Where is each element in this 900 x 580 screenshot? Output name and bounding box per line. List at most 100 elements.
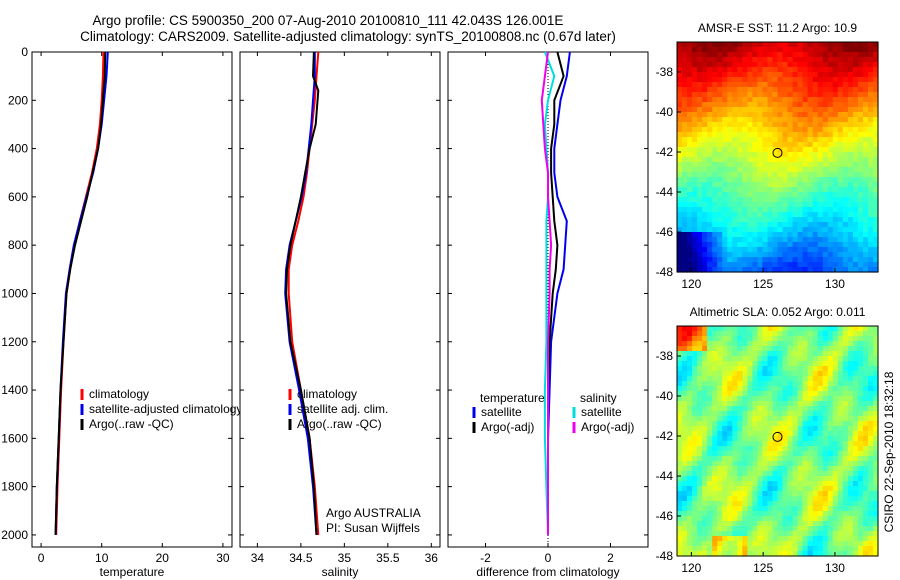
sst_map-cell: [827, 57, 834, 63]
sla_map-cell: [742, 476, 748, 482]
sst_map-cell: [687, 72, 693, 78]
sst_map-cell: [802, 267, 809, 273]
sst_map-cell: [873, 167, 879, 173]
sst_map-cell: [767, 127, 774, 133]
sst_map-cell: [812, 172, 819, 178]
sla_map-cell: [752, 406, 758, 412]
sst_map-cell: [827, 192, 834, 198]
sla_map-cell: [817, 421, 824, 427]
sla_map-cell: [747, 351, 753, 357]
sla_map-cell: [842, 326, 849, 332]
sla_map-cell: [812, 346, 819, 352]
sst_map-cell: [727, 77, 733, 83]
sla_map-cell: [862, 416, 869, 422]
sla_map-cell: [857, 346, 864, 352]
sst_map-cell: [712, 57, 718, 63]
sst_map-cell: [707, 42, 713, 48]
sla_map-cell: [722, 351, 728, 357]
sla_map-cell: [707, 456, 713, 462]
sla_map-cell: [832, 461, 839, 467]
sla_map-cell: [832, 551, 839, 557]
sst_map-cell: [687, 242, 693, 248]
sst_map-cell: [792, 202, 799, 208]
sla_map-cell: [752, 486, 758, 492]
sla_map-cell: [868, 431, 874, 437]
sst_map-cell: [817, 42, 824, 48]
sla_map-cell: [747, 496, 753, 502]
sla_map-cell: [682, 331, 688, 337]
sla_map-cell: [837, 431, 844, 437]
sst_map-cell: [847, 202, 854, 208]
sst_map-cell: [812, 107, 819, 113]
sla_map-cell: [837, 371, 844, 377]
sla_map-cell: [852, 546, 859, 552]
sla_map-cell: [857, 401, 864, 407]
sla_map-cell: [802, 331, 809, 337]
sla_map-cell: [868, 516, 874, 522]
sst_map-cell: [752, 247, 758, 253]
sla_map-cell: [787, 376, 794, 382]
sst_map-cell: [742, 162, 748, 168]
sst_map-cell: [737, 142, 743, 148]
sla_map-cell: [747, 366, 753, 372]
sla_map-cell: [762, 546, 768, 552]
sla_map-cell: [752, 491, 758, 497]
sla_map-cell: [817, 486, 824, 492]
sst_map-cell: [707, 182, 713, 188]
sst_map-cell: [727, 207, 733, 213]
sla_map-cell: [873, 356, 879, 362]
sst_map-cell: [687, 132, 693, 138]
sla_map-cell: [837, 401, 844, 407]
sst_map-cell: [812, 67, 819, 73]
sla_map-cell: [868, 351, 874, 357]
sla_map-cell: [767, 496, 774, 502]
sla_map-cell: [847, 476, 854, 482]
sla_map-cell: [752, 396, 758, 402]
sla_map-cell: [797, 536, 804, 542]
sst_map-cell: [772, 182, 779, 188]
sst_map-cell: [717, 257, 723, 263]
sla_map-cell: [777, 401, 784, 407]
sla_map-cell: [762, 351, 768, 357]
sst_map-cell: [817, 97, 824, 103]
sla_map-cell: [717, 511, 723, 517]
sst_map-cell: [722, 182, 728, 188]
sla_map-cell: [712, 356, 718, 362]
sla_map-cell: [697, 361, 703, 367]
sst_map-cell: [847, 77, 854, 83]
sst_map-cell: [757, 202, 763, 208]
sla_map-cell: [747, 391, 753, 397]
sst_map-cell: [787, 142, 794, 148]
sst_map-cell: [707, 262, 713, 268]
sst_map-cell: [868, 237, 874, 243]
sst_map-cell: [817, 197, 824, 203]
sst_map-cell: [782, 42, 789, 48]
sst_map-cell: [757, 52, 763, 58]
sst_map-cell: [822, 87, 829, 93]
sst_map-cell: [752, 87, 758, 93]
sst_map-cell: [712, 167, 718, 173]
sla_map-cell: [832, 446, 839, 452]
sla_map-cell: [792, 356, 799, 362]
sst_map-cell: [767, 87, 774, 93]
sla_map-cell: [847, 426, 854, 432]
sla_map-cell: [842, 486, 849, 492]
sla_map-cell: [842, 396, 849, 402]
sla_map-cell: [782, 481, 789, 487]
sla_map-cell: [847, 516, 854, 522]
sst_map-cell: [707, 97, 713, 103]
sst_map-cell: [727, 222, 733, 228]
sla_map-cell: [847, 381, 854, 387]
sla_map-cell: [702, 531, 708, 537]
sst_map-cell: [842, 87, 849, 93]
sla_map-cell: [682, 471, 688, 477]
sst_map-cell: [852, 202, 859, 208]
sla_map-cell: [782, 431, 789, 437]
sla_map-cell: [812, 516, 819, 522]
sla_map-ytick-label: -48: [656, 549, 674, 563]
sla_map-cell: [727, 401, 733, 407]
sst_map-cell: [717, 77, 723, 83]
sst_map-cell: [767, 47, 774, 53]
sla_map-cell: [822, 506, 829, 512]
sla_map-cell: [702, 521, 708, 527]
